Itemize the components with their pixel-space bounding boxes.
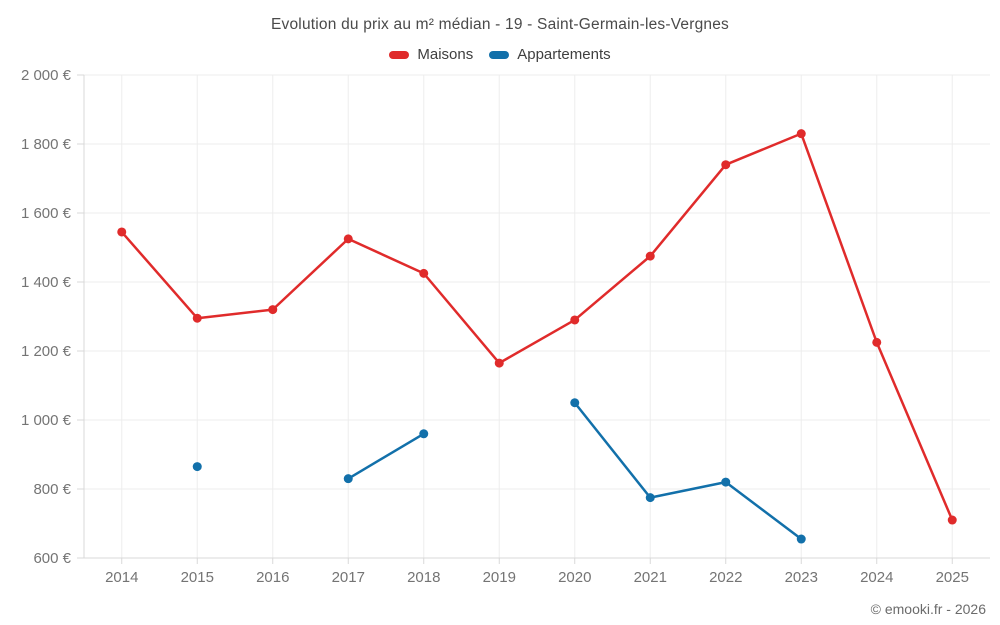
- data-point[interactable]: [343, 474, 353, 484]
- data-point[interactable]: [796, 129, 806, 139]
- data-point[interactable]: [570, 315, 580, 325]
- x-tick-label: 2017: [332, 569, 365, 586]
- chart-legend: Maisons Appartements: [0, 46, 1000, 63]
- x-tick-label: 2016: [256, 569, 289, 586]
- y-tick-label: 1 400 €: [21, 274, 72, 291]
- data-point[interactable]: [192, 462, 202, 472]
- x-tick-label: 2018: [407, 569, 440, 586]
- x-tick-label: 2025: [936, 569, 969, 586]
- maisons-series-swatch-icon: [389, 50, 410, 59]
- data-point[interactable]: [721, 160, 731, 170]
- data-point[interactable]: [721, 477, 731, 487]
- appartements-series-swatch-icon: [489, 50, 510, 59]
- data-point[interactable]: [570, 398, 580, 408]
- data-point[interactable]: [343, 234, 353, 244]
- x-tick-label: 2023: [785, 569, 818, 586]
- series-line: [573, 401, 803, 541]
- data-point[interactable]: [117, 227, 127, 237]
- legend-item-appartements[interactable]: Appartements: [489, 46, 611, 63]
- x-tick-label: 2015: [181, 569, 214, 586]
- y-tick-label: 1 800 €: [21, 136, 72, 153]
- copyright: © emooki.fr - 2026: [870, 601, 986, 617]
- data-point[interactable]: [796, 534, 806, 544]
- x-tick-label: 2024: [860, 569, 893, 586]
- legend-label-maisons: Maisons: [417, 46, 474, 63]
- chart-title: Evolution du prix au m² médian - 19 - Sa…: [271, 16, 729, 33]
- y-tick-label: 2 000 €: [21, 67, 72, 84]
- data-point[interactable]: [947, 515, 957, 525]
- y-tick-label: 1 000 €: [21, 412, 72, 429]
- data-point[interactable]: [419, 268, 429, 278]
- data-point[interactable]: [494, 358, 504, 368]
- x-tick-label: 2020: [558, 569, 591, 586]
- y-tick-label: 1 600 €: [21, 205, 72, 222]
- data-point[interactable]: [192, 313, 202, 323]
- legend-item-maisons[interactable]: Maisons: [389, 46, 473, 63]
- x-tick-label: 2022: [709, 569, 742, 586]
- x-tick-label: 2021: [634, 569, 667, 586]
- data-point[interactable]: [645, 251, 655, 261]
- data-point[interactable]: [419, 429, 429, 439]
- y-tick-label: 600 €: [33, 550, 71, 567]
- x-tick-label: 2019: [483, 569, 516, 586]
- series-line: [347, 432, 425, 480]
- data-point[interactable]: [268, 305, 278, 315]
- x-tick-label: 2014: [105, 569, 138, 586]
- legend-label-appartements: Appartements: [517, 46, 611, 63]
- data-point[interactable]: [645, 493, 655, 503]
- data-point[interactable]: [872, 337, 882, 347]
- series-line: [120, 132, 954, 522]
- y-tick-label: 1 200 €: [21, 343, 72, 360]
- y-tick-label: 800 €: [33, 481, 71, 498]
